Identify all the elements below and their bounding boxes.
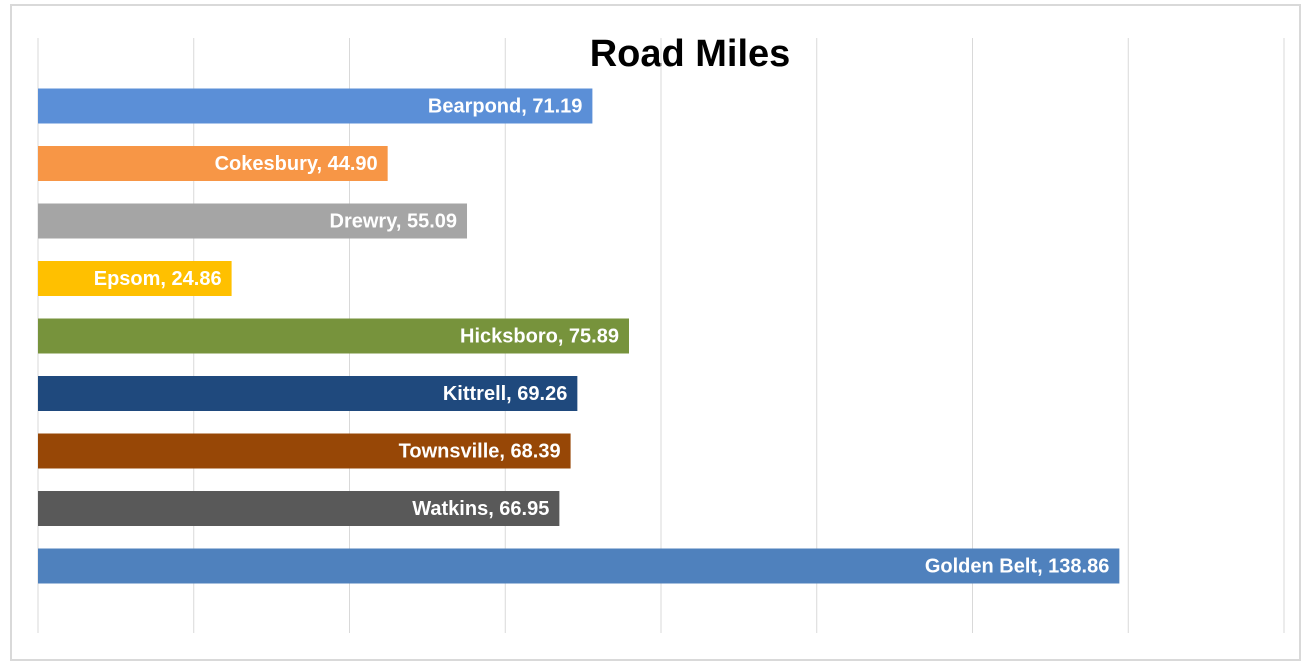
data-label: Drewry, 55.09: [330, 210, 458, 232]
bar: [38, 376, 578, 411]
bar: [38, 88, 593, 124]
data-label: Cokesbury, 44.90: [215, 153, 378, 175]
bar: [38, 491, 560, 526]
data-label: Watkins, 66.95: [412, 498, 549, 520]
bar: [38, 261, 232, 296]
bar: [38, 146, 388, 181]
bar: [38, 433, 571, 469]
data-label: Golden Belt, 138.86: [925, 555, 1110, 577]
data-label: Bearpond, 71.19: [428, 95, 583, 117]
bar: [38, 203, 468, 239]
bar: [38, 548, 1120, 584]
data-label: Hicksboro, 75.89: [460, 325, 619, 347]
chart-title: Road Miles: [590, 33, 791, 75]
data-label: Townsville, 68.39: [399, 440, 561, 462]
data-label: Epsom, 24.86: [94, 268, 222, 290]
bar: [38, 318, 629, 354]
data-label: Kittrell, 69.26: [443, 383, 568, 405]
